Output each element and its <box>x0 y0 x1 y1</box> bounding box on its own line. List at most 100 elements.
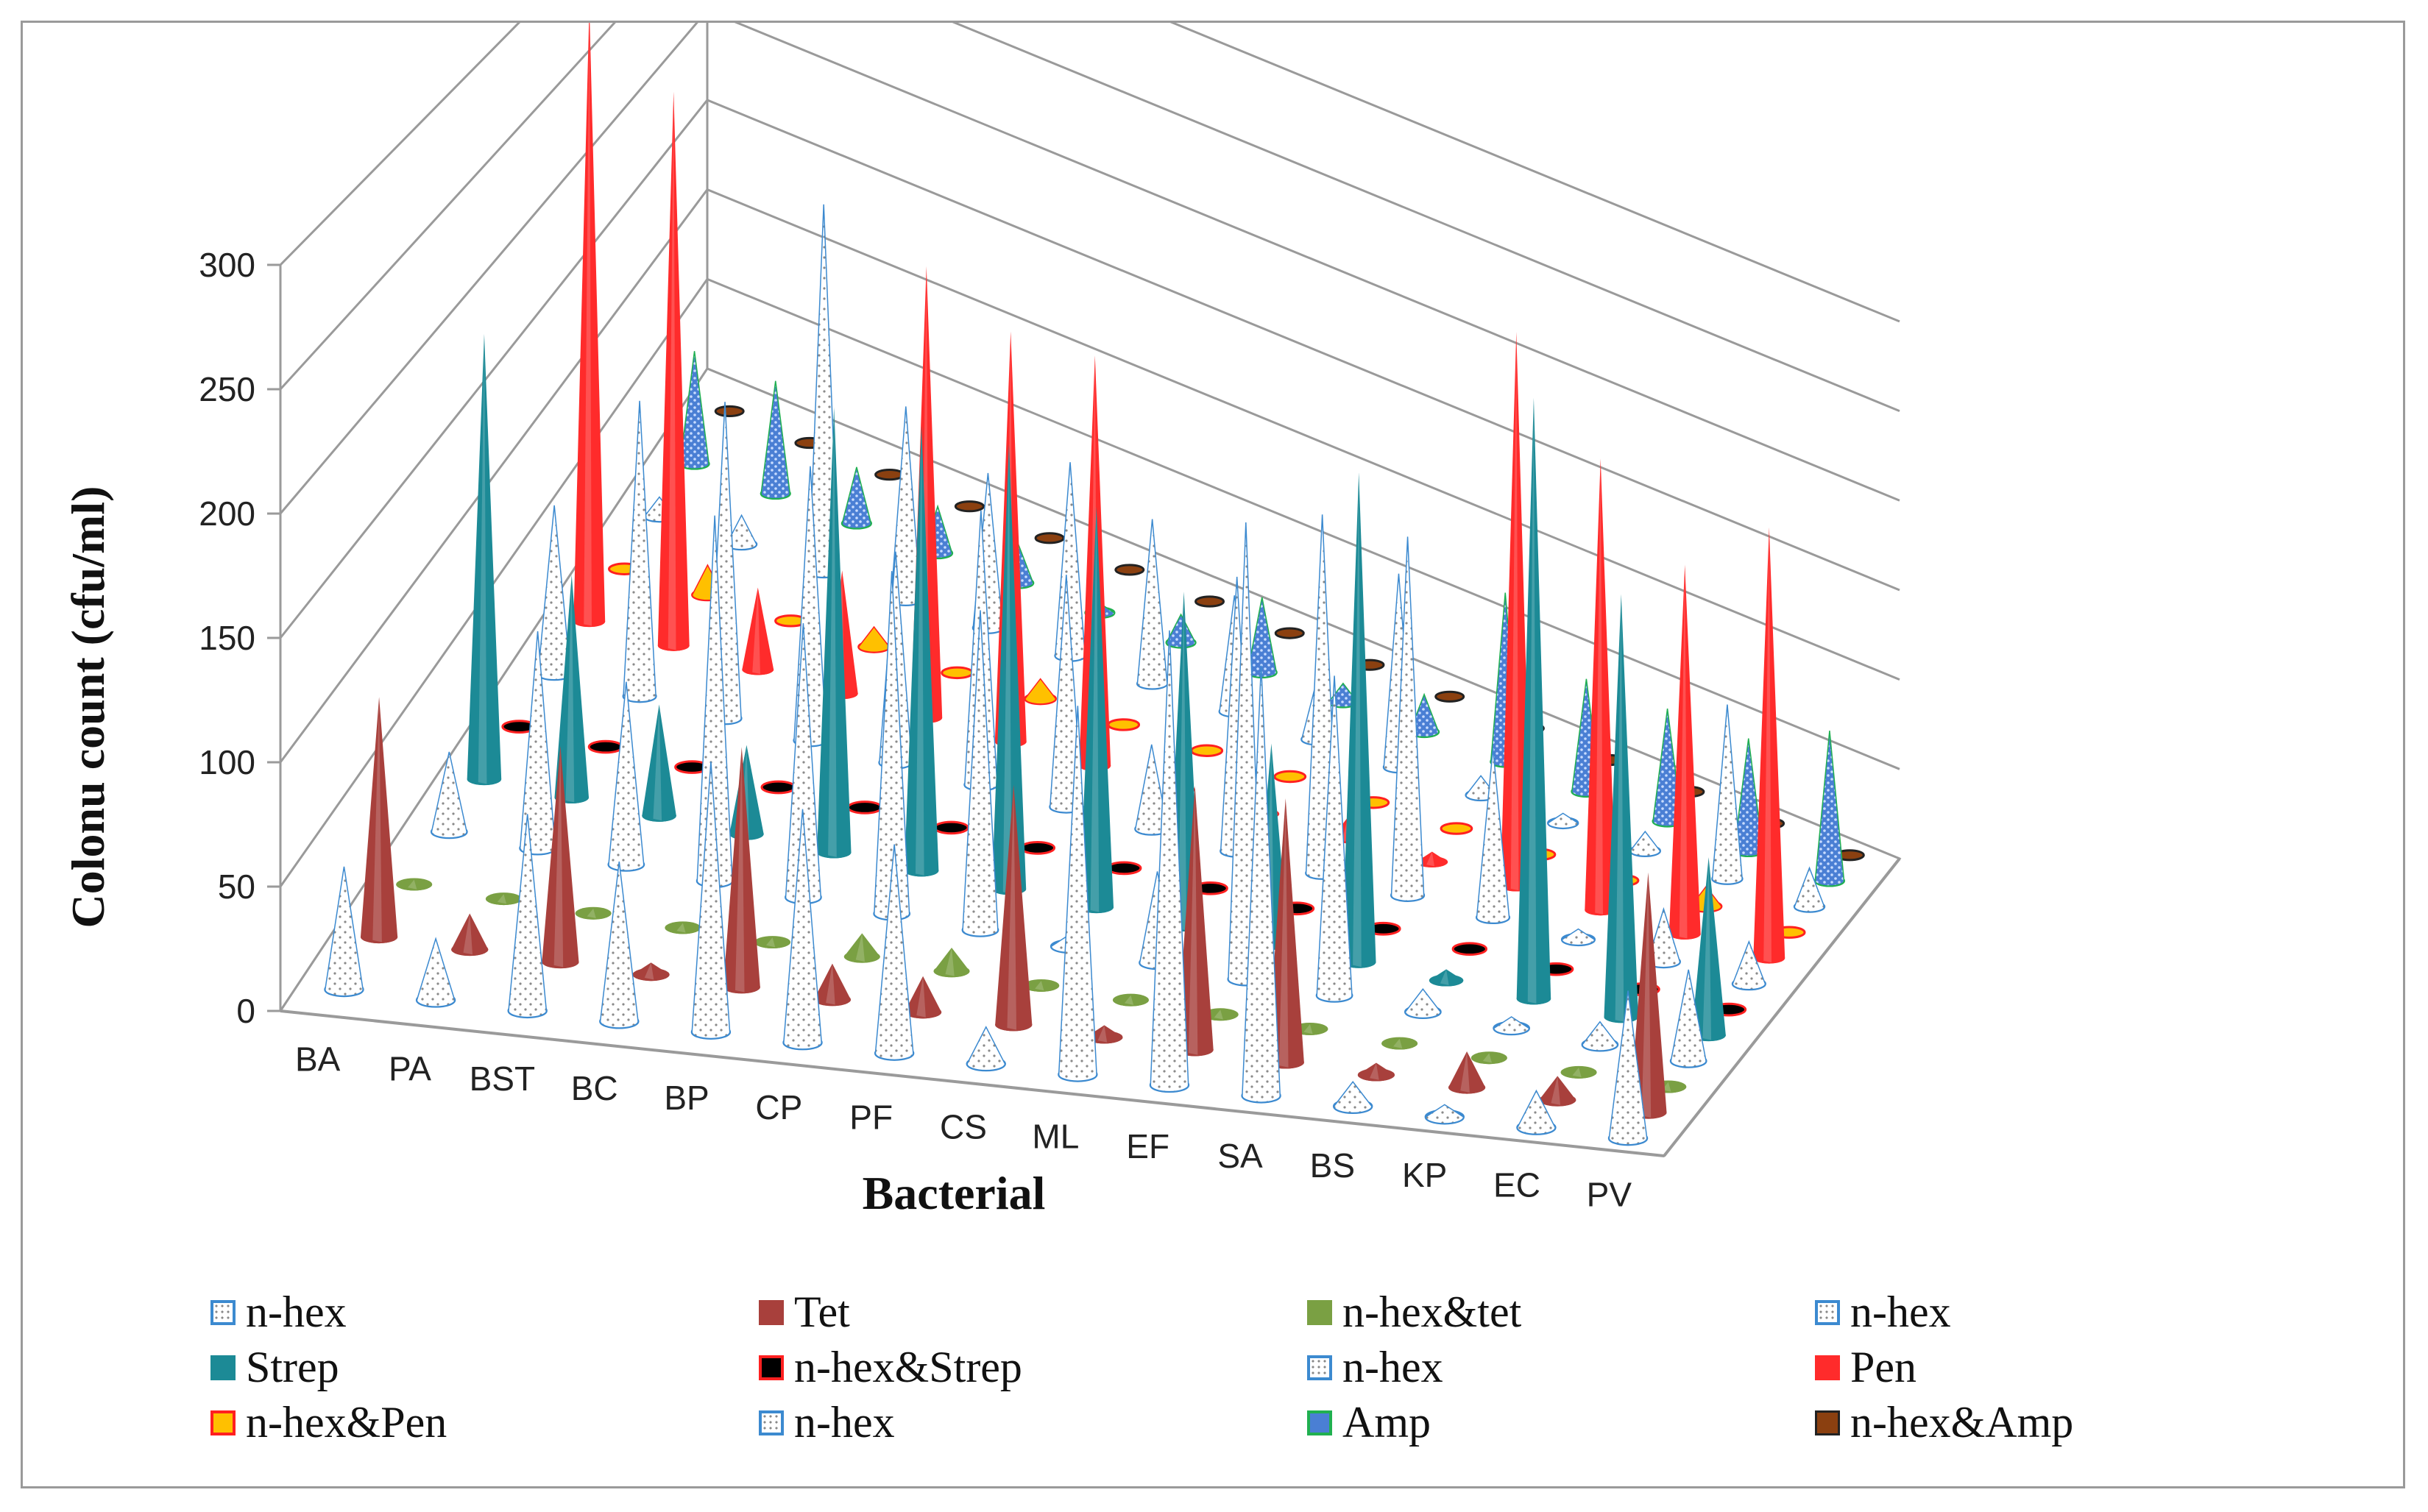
cone-base <box>1019 841 1056 855</box>
cone-mark <box>723 747 760 994</box>
cone-body <box>1493 1016 1530 1035</box>
x-axis-categories: BA PA BST BC BP CP PF CS ML EF SA BS KP EC PV <box>295 1040 1632 1214</box>
cone-body <box>1670 969 1707 1068</box>
cone-highlight <box>584 6 592 626</box>
cone-mark <box>573 6 606 628</box>
cone-mark <box>1753 527 1785 964</box>
cone-highlight <box>1188 785 1198 1055</box>
legend-item: Tet <box>759 1285 1307 1340</box>
cone-highlight <box>553 745 564 968</box>
legend-swatch <box>1815 1355 1840 1380</box>
x-tick-label: BA <box>295 1040 341 1079</box>
cone-body <box>1794 866 1825 912</box>
cone-body <box>904 976 942 1019</box>
cone-mark <box>1629 830 1662 857</box>
cone-mark <box>754 936 791 949</box>
cone-body <box>1202 1009 1239 1021</box>
cone-highlight <box>1510 332 1519 891</box>
legend-swatch <box>210 1410 236 1435</box>
cone-highlight <box>1595 458 1603 915</box>
cone-mark <box>1114 564 1145 576</box>
cone-body <box>841 466 872 529</box>
legend-label: n-hex <box>794 1398 895 1447</box>
cone-mark <box>1731 940 1766 991</box>
cone-body <box>1539 1076 1576 1107</box>
cone-base <box>1106 861 1142 876</box>
cone-highlight <box>1460 1051 1470 1093</box>
cone-mark <box>843 933 880 963</box>
legend-item: n-hex <box>210 1285 759 1340</box>
cone-mark <box>1024 678 1057 706</box>
cone-base <box>587 739 624 754</box>
legend-item: n-hex&Strep <box>759 1340 1307 1395</box>
y-tick-label: 150 <box>199 619 255 657</box>
cone-mark <box>1273 770 1307 784</box>
cone-highlight <box>1090 506 1100 912</box>
cone-mark <box>642 704 676 822</box>
cone-mark <box>760 780 796 795</box>
cone-body <box>1333 1080 1373 1114</box>
cone-body <box>554 575 590 803</box>
cone-mark <box>1019 841 1056 855</box>
cone-mark <box>1475 748 1511 925</box>
cone-base <box>874 469 905 481</box>
cone-mark <box>360 697 398 944</box>
cone-body <box>874 844 914 1061</box>
cone-mark <box>1058 706 1098 1082</box>
cone-body <box>416 937 456 1007</box>
legend-label: Tet <box>794 1288 850 1336</box>
cone-body <box>933 948 970 978</box>
x-tick-label: CP <box>755 1088 802 1126</box>
cone-mark <box>816 407 852 859</box>
cone-highlight <box>752 587 760 675</box>
cone-body <box>1470 1053 1507 1065</box>
legend-swatch <box>759 1299 784 1325</box>
cone-mark <box>1381 1037 1418 1050</box>
cone-mark <box>607 681 645 872</box>
cone-body <box>995 784 1033 1032</box>
cone-mark <box>1408 692 1440 739</box>
cone-mark <box>1539 1076 1576 1107</box>
cone-mark <box>1149 630 1190 1093</box>
legend-item: n-hex&Pen <box>210 1395 759 1450</box>
cone-body <box>573 6 606 628</box>
cone-mark <box>1470 1051 1507 1065</box>
cone-body <box>467 334 502 786</box>
cone-mark <box>467 334 502 786</box>
cone-body <box>1341 472 1376 968</box>
x-tick-label: BS <box>1310 1146 1355 1185</box>
x-axis-title: Bacterial <box>863 1167 1046 1219</box>
cone-mark <box>1023 979 1060 992</box>
legend-label: Strep <box>246 1343 339 1391</box>
cone-mark <box>1711 704 1744 885</box>
cone-body <box>485 894 522 906</box>
cone-body <box>1024 678 1057 705</box>
cone-mark <box>1448 1051 1486 1094</box>
legend-swatch <box>210 1355 236 1380</box>
legend-item: n-hex <box>1307 1340 1815 1395</box>
cone-body <box>451 913 489 956</box>
cone-base <box>941 666 974 680</box>
cone-body <box>1629 830 1661 857</box>
cone-base <box>954 500 985 513</box>
cone-mark <box>1194 595 1225 608</box>
cone-mark <box>415 937 456 1008</box>
cone-mark <box>1404 988 1442 1020</box>
cone-mark <box>874 469 905 481</box>
cone-body <box>1604 594 1639 1023</box>
cone-highlight <box>945 948 955 976</box>
cone-mark <box>1813 731 1846 887</box>
cone-body <box>1448 1051 1486 1094</box>
cone-mark <box>485 892 522 906</box>
cone-body <box>1390 536 1425 902</box>
cone-mark <box>1669 969 1707 1068</box>
cone-base <box>933 820 969 835</box>
cone-mark <box>846 801 883 814</box>
cone-highlight <box>1353 472 1362 968</box>
cone-highlight <box>826 963 835 1005</box>
cone-mark <box>1516 397 1551 1005</box>
cone-mark <box>599 861 640 1029</box>
cone-mark <box>1136 519 1169 690</box>
cone-mark <box>941 666 974 680</box>
cone-base <box>1273 770 1307 784</box>
